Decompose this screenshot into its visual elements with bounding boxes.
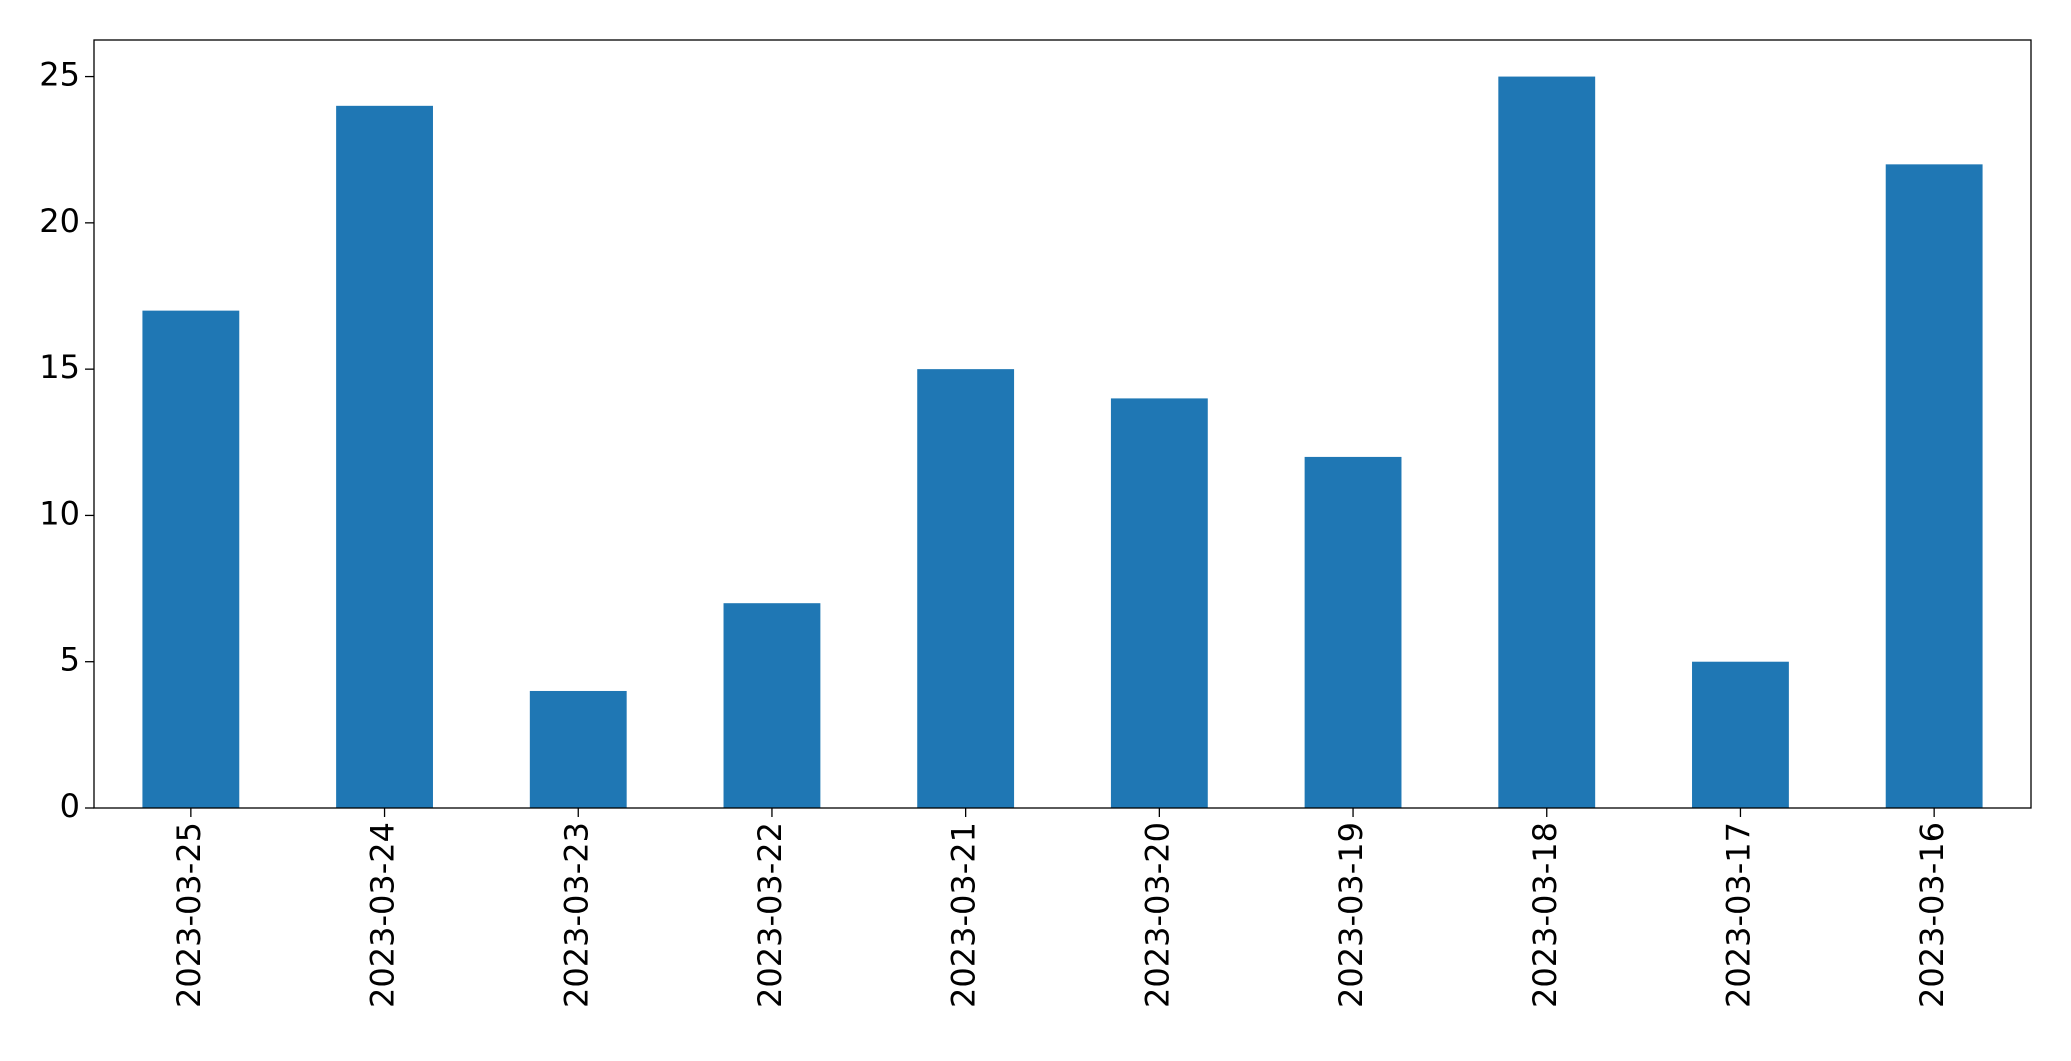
x-tick-label: 2023-03-16 (1913, 822, 1951, 1008)
plot-frame (93, 39, 2032, 809)
y-tick-label: 15 (39, 348, 80, 386)
bar (1110, 398, 1208, 808)
bar (336, 105, 433, 809)
x-tick-label: 2023-03-25 (170, 822, 208, 1008)
x-tick-label: 2023-03-23 (557, 822, 595, 1008)
x-tick-label: 2023-03-18 (1526, 822, 1564, 1008)
bar (1885, 164, 1983, 809)
y-tick-label: 10 (39, 494, 80, 532)
x-tick-label: 2023-03-21 (945, 822, 983, 1008)
y-tick-label: 0 (60, 787, 80, 825)
bar (917, 369, 1015, 808)
x-tick-label: 2023-03-17 (1719, 822, 1757, 1008)
x-tick-label: 2023-03-22 (751, 822, 789, 1008)
x-tick-label: 2023-03-19 (1332, 822, 1370, 1008)
x-tick-label: 2023-03-24 (364, 822, 402, 1008)
bar (1498, 76, 1596, 809)
bar (723, 603, 821, 808)
y-tick-label: 5 (60, 641, 80, 679)
bar (142, 310, 240, 808)
bar (1304, 456, 1402, 808)
y-tick-label: 25 (39, 56, 80, 94)
bar (529, 690, 627, 808)
x-tick-label: 2023-03-20 (1138, 822, 1176, 1008)
y-tick-label: 20 (39, 202, 80, 240)
bar (1692, 661, 1789, 808)
